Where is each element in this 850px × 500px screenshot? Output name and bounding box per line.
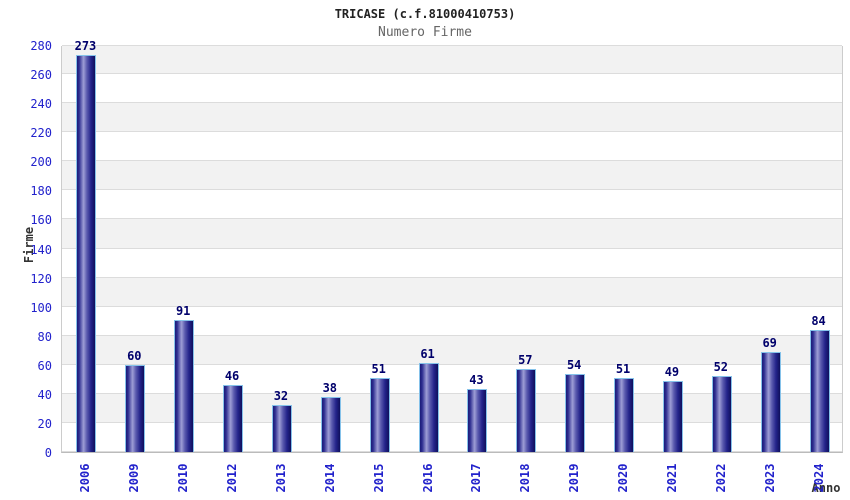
- y-tick-label: 160: [30, 213, 52, 228]
- y-tick-label: 20: [37, 416, 52, 431]
- gridline: [62, 160, 842, 162]
- bar-2022: [711, 376, 732, 452]
- bar-value-label: 91: [175, 304, 191, 318]
- bar-2006: [76, 55, 97, 452]
- plot-band: [62, 132, 842, 162]
- y-tick-label: 80: [37, 329, 52, 344]
- y-tick-label: 40: [37, 387, 52, 402]
- gridline: [62, 363, 842, 365]
- gridline: [62, 189, 842, 191]
- x-tick-label: 2018: [518, 463, 533, 493]
- y-tick-label: 280: [30, 39, 52, 53]
- bar-2009: [125, 365, 146, 452]
- x-tick-label: 2013: [273, 463, 288, 493]
- x-tick-label: 2020: [616, 463, 631, 493]
- bar-value-label: 60: [127, 349, 142, 363]
- bar-2012: [223, 385, 244, 452]
- x-tick-label: 2024: [811, 463, 826, 493]
- x-tick-label: 2016: [420, 463, 435, 493]
- gridline: [62, 334, 842, 336]
- gridline: [62, 276, 842, 278]
- bar-value-label: 43: [469, 373, 484, 387]
- bar-value-label: 57: [518, 353, 533, 367]
- bar-2019: [565, 374, 586, 452]
- bar-2016: [418, 363, 439, 452]
- y-tick-label: 200: [30, 155, 52, 170]
- plot-band: [62, 277, 842, 307]
- y-tick-label: 180: [30, 184, 52, 199]
- plot-band: [62, 103, 842, 133]
- gridline: [62, 421, 842, 423]
- x-tick-label: 2014: [322, 463, 337, 493]
- x-tick-label: 2021: [664, 463, 679, 493]
- gridline: [62, 305, 842, 307]
- bar-2021: [662, 381, 683, 452]
- bar-value-label: 54: [566, 358, 582, 372]
- plot-area: [61, 45, 843, 453]
- bar-value-label: 51: [371, 362, 386, 376]
- gridline: [62, 451, 842, 452]
- bar-2023: [760, 352, 781, 452]
- gridline: [62, 247, 842, 249]
- bar-value-label: 49: [664, 365, 680, 379]
- gridline: [62, 392, 842, 394]
- gridline: [62, 102, 842, 104]
- bar-value-label: 273: [74, 39, 97, 53]
- bar-2017: [467, 389, 488, 452]
- y-tick-label: 140: [30, 242, 52, 257]
- bar-2014: [320, 397, 341, 452]
- chart-subtitle: Numero Firme: [378, 25, 472, 40]
- y-tick-label: 120: [30, 271, 52, 286]
- gridline: [62, 73, 842, 75]
- y-tick-label: 60: [37, 358, 52, 373]
- gridline: [62, 218, 842, 220]
- bar-value-label: 52: [713, 360, 729, 374]
- x-tick-label: 2017: [469, 463, 484, 493]
- bar-2024: [809, 330, 830, 452]
- plot-band: [62, 45, 842, 75]
- plot-band: [62, 190, 842, 220]
- x-tick-label: 2006: [78, 463, 93, 493]
- bar-value-label: 38: [322, 381, 338, 395]
- bar-2013: [271, 405, 292, 452]
- plot-band: [62, 219, 842, 249]
- bar-2018: [516, 369, 537, 452]
- x-tick-label: 2023: [762, 463, 777, 493]
- y-tick-label: 240: [30, 97, 52, 112]
- y-tick-label: 260: [30, 68, 52, 83]
- bar-2020: [614, 378, 635, 452]
- bar-value-label: 84: [811, 314, 826, 328]
- plot-band: [62, 74, 842, 104]
- y-tick-label: 0: [44, 446, 52, 460]
- plot-band: [62, 161, 842, 191]
- x-tick-label: 2010: [176, 463, 191, 493]
- bar-value-label: 32: [273, 389, 289, 403]
- bar-value-label: 61: [420, 347, 435, 361]
- bar-value-label: 51: [615, 362, 631, 376]
- gridline: [62, 45, 842, 46]
- x-axis-title: Anno: [811, 481, 841, 495]
- bar-value-label: 46: [224, 369, 240, 383]
- x-tick-label: 2012: [225, 463, 240, 493]
- x-tick-label: 2015: [371, 463, 386, 493]
- x-tick-label: 2019: [567, 463, 582, 493]
- chart-title: TRICASE (c.f.81000410753): [334, 7, 516, 21]
- x-tick-label: 2009: [127, 463, 142, 493]
- x-tick-label: 2022: [713, 463, 728, 493]
- bar-value-label: 69: [762, 336, 777, 350]
- gridline: [62, 131, 842, 133]
- y-tick-label: 100: [30, 300, 52, 315]
- plot-band: [62, 248, 842, 278]
- bar-2010: [174, 320, 195, 452]
- bar-2015: [369, 378, 390, 452]
- y-tick-label: 220: [30, 126, 52, 141]
